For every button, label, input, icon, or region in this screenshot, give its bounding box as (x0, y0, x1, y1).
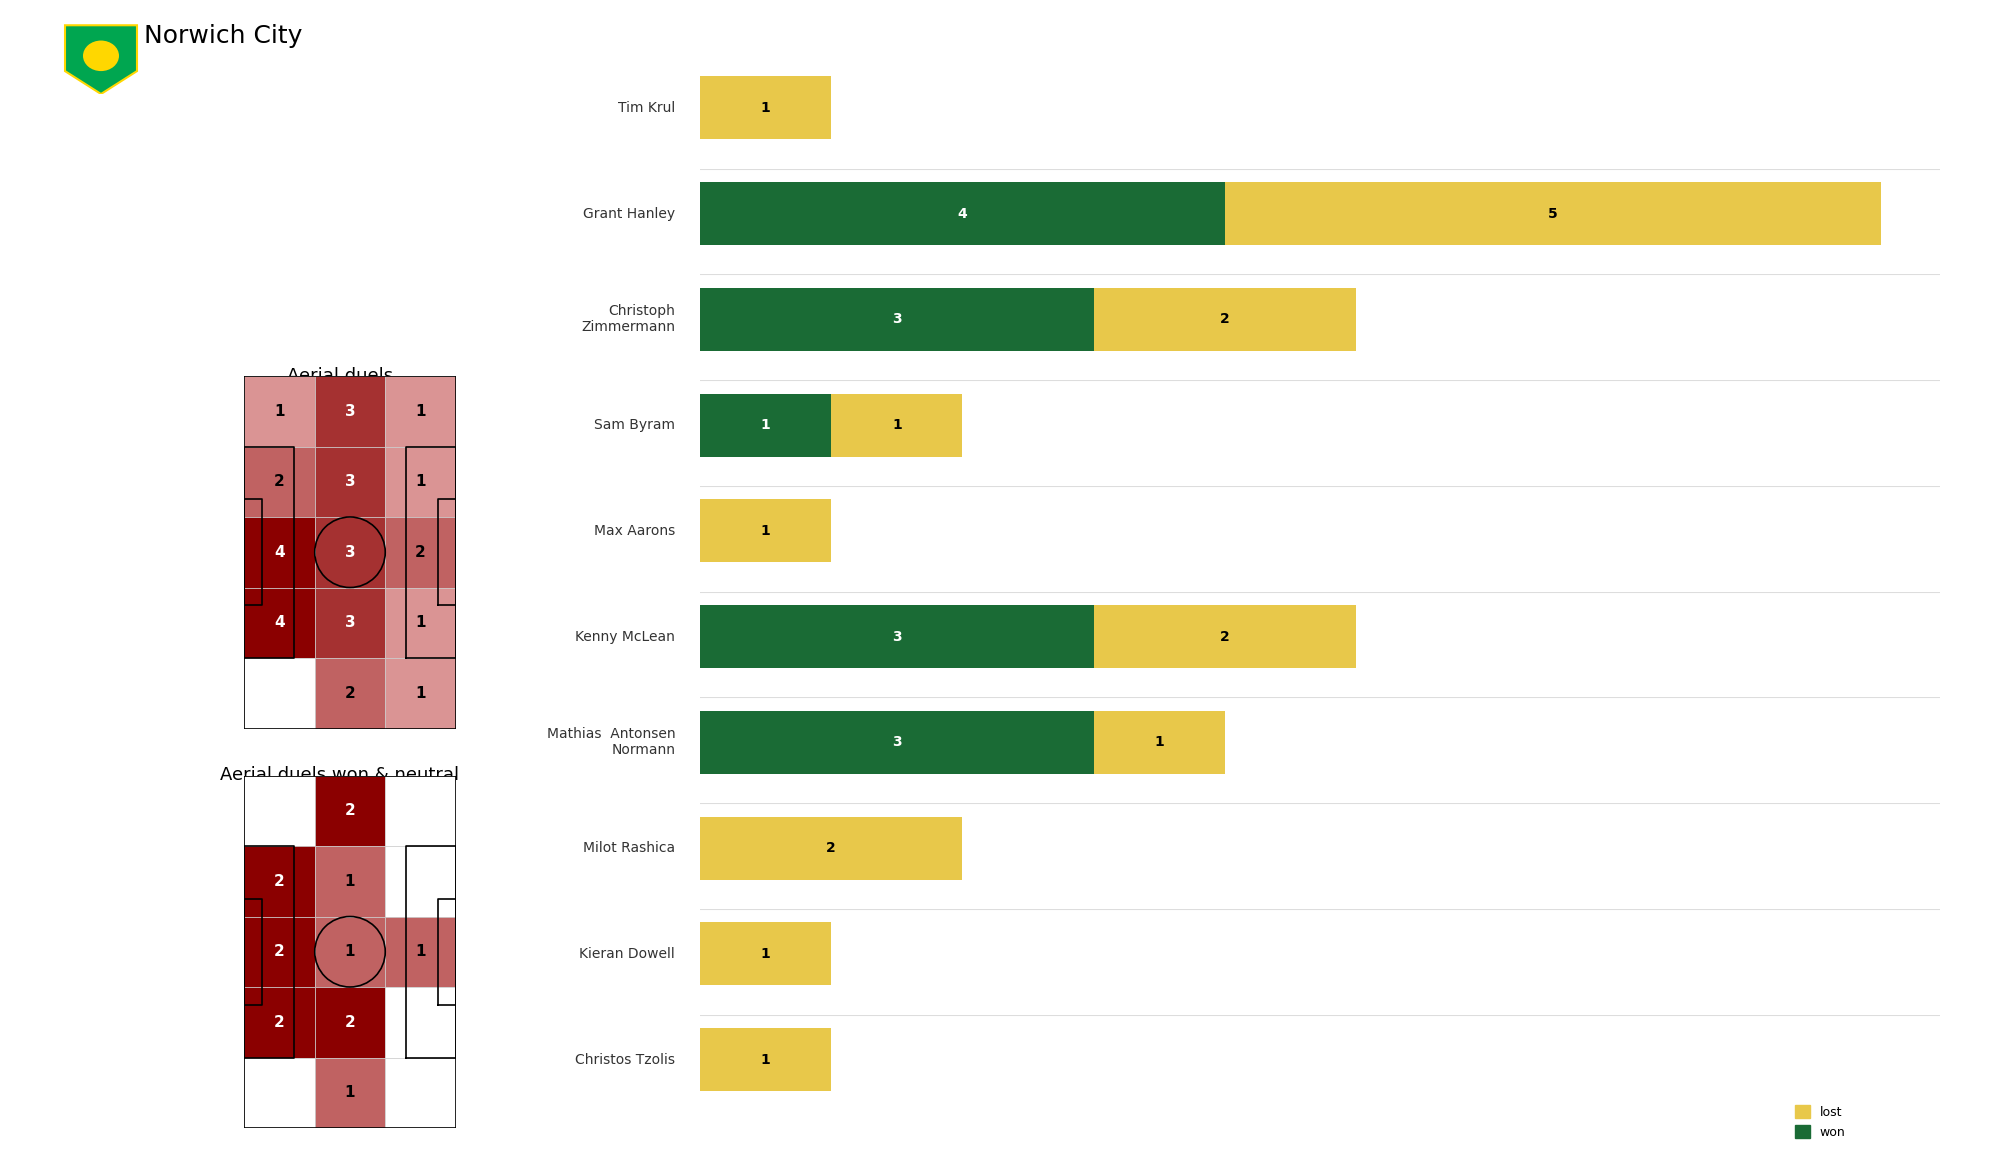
Bar (244, 987, 314, 1058)
Text: 1: 1 (892, 418, 902, 432)
Bar (244, 776, 314, 846)
Bar (314, 846, 386, 916)
Bar (314, 588, 386, 658)
Text: 1: 1 (344, 945, 356, 959)
Text: 2: 2 (274, 1015, 284, 1029)
Bar (700, 711, 1094, 774)
Bar (244, 517, 314, 588)
Bar (244, 846, 314, 916)
Bar (1094, 288, 1356, 351)
Text: Christos Tzolis: Christos Tzolis (576, 1053, 676, 1067)
Text: 3: 3 (892, 736, 902, 750)
Bar (386, 658, 456, 728)
Bar (314, 446, 386, 517)
Text: 1: 1 (760, 947, 770, 961)
Bar (700, 182, 1224, 246)
Bar (244, 588, 314, 658)
Bar (244, 1058, 314, 1128)
Text: 4: 4 (274, 616, 284, 630)
Bar (314, 1058, 386, 1128)
Bar (244, 446, 314, 517)
Text: 2: 2 (274, 874, 284, 888)
Bar (700, 499, 832, 563)
Bar (244, 658, 314, 728)
Text: 1: 1 (416, 616, 426, 630)
Bar (386, 916, 456, 987)
Circle shape (84, 40, 120, 72)
Text: 4: 4 (958, 207, 968, 221)
Text: 3: 3 (344, 404, 356, 418)
Text: 2: 2 (344, 686, 356, 700)
Text: 1: 1 (416, 475, 426, 489)
Text: Sam Byram: Sam Byram (594, 418, 676, 432)
Bar (700, 605, 1094, 669)
Legend: lost, won: lost, won (1790, 1100, 1850, 1144)
Text: Milot Rashica: Milot Rashica (584, 841, 676, 855)
Bar (1224, 182, 1880, 246)
Bar (244, 376, 314, 446)
Bar (314, 517, 386, 588)
Bar (314, 376, 386, 446)
Text: 1: 1 (344, 1086, 356, 1100)
Bar (386, 517, 456, 588)
Text: 3: 3 (344, 545, 356, 559)
Text: Grant Hanley: Grant Hanley (584, 207, 676, 221)
Text: 3: 3 (344, 475, 356, 489)
Text: 2: 2 (344, 1015, 356, 1029)
Text: 4: 4 (274, 545, 284, 559)
Text: Max Aarons: Max Aarons (594, 524, 676, 538)
Text: Aerial duels won & neutral: Aerial duels won & neutral (220, 766, 460, 785)
Bar (314, 916, 386, 987)
Text: 5: 5 (1548, 207, 1558, 221)
Text: Tim Krul: Tim Krul (618, 101, 676, 115)
Text: 1: 1 (760, 418, 770, 432)
Bar (700, 1028, 832, 1092)
Text: 1: 1 (274, 404, 284, 418)
Text: Aerial duels: Aerial duels (286, 367, 394, 385)
Text: 2: 2 (1220, 313, 1230, 327)
Bar (386, 987, 456, 1058)
Text: 1: 1 (416, 686, 426, 700)
Bar (700, 817, 962, 880)
Text: 3: 3 (892, 313, 902, 327)
Text: 2: 2 (274, 945, 284, 959)
Bar (386, 376, 456, 446)
Text: 1: 1 (344, 874, 356, 888)
Bar (244, 916, 314, 987)
Text: 1: 1 (760, 524, 770, 538)
Bar (386, 446, 456, 517)
Bar (700, 288, 1094, 351)
Text: 2: 2 (274, 475, 284, 489)
Text: 1: 1 (760, 101, 770, 115)
Bar (314, 776, 386, 846)
Bar (1094, 711, 1224, 774)
Bar (832, 394, 962, 457)
Bar (386, 588, 456, 658)
Text: 2: 2 (344, 804, 356, 818)
Text: 2: 2 (1220, 630, 1230, 644)
Text: Kieran Dowell: Kieran Dowell (580, 947, 676, 961)
Bar (386, 1058, 456, 1128)
Bar (386, 846, 456, 916)
Text: Christoph
Zimmermann: Christoph Zimmermann (582, 304, 676, 335)
Text: 1: 1 (416, 945, 426, 959)
Bar (314, 658, 386, 728)
Bar (700, 922, 832, 986)
Text: 3: 3 (892, 630, 902, 644)
Text: 3: 3 (344, 616, 356, 630)
Bar (1094, 605, 1356, 669)
Text: 2: 2 (826, 841, 836, 855)
Bar (700, 76, 832, 140)
Text: Kenny McLean: Kenny McLean (576, 630, 676, 644)
Text: 1: 1 (760, 1053, 770, 1067)
Bar (700, 394, 832, 457)
Text: Mathias  Antonsen
Normann: Mathias Antonsen Normann (546, 727, 676, 758)
Polygon shape (64, 25, 136, 94)
Text: 1: 1 (416, 404, 426, 418)
Bar (314, 987, 386, 1058)
Text: 1: 1 (1154, 736, 1164, 750)
Bar (386, 776, 456, 846)
Text: Norwich City: Norwich City (144, 25, 302, 48)
Text: 2: 2 (416, 545, 426, 559)
